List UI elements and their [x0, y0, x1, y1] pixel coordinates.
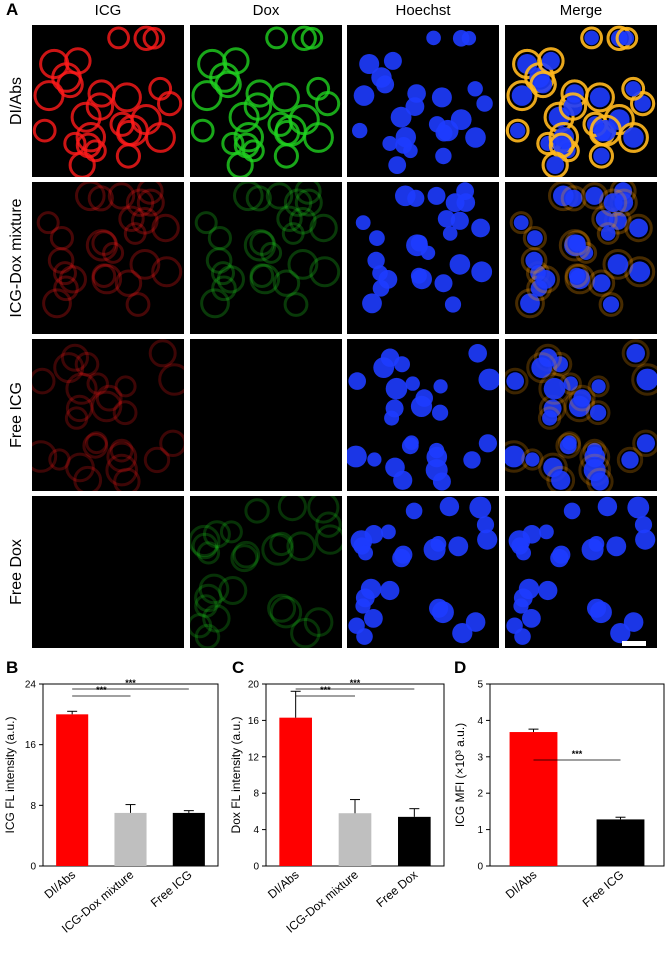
column-header-hoechst: Hoechst: [395, 2, 451, 19]
panel-c-label: C: [232, 658, 245, 677]
category-label: Free ICG: [580, 868, 627, 910]
bar: [509, 732, 558, 866]
y-tick-label: 16: [25, 740, 37, 751]
significance-label: ***: [320, 685, 331, 695]
micrograph-free-icg-icg: [32, 339, 184, 491]
column-header-icg: ICG: [94, 2, 122, 19]
micrograph-free-dox-dox: [190, 496, 342, 648]
y-tick-label: 0: [253, 862, 259, 873]
significance-label: ***: [572, 749, 583, 759]
y-tick-label: 5: [477, 680, 483, 691]
row-label-di-abs: DI/Abs: [8, 76, 25, 126]
micrograph-image: [32, 25, 183, 177]
y-axis-label: ICG FL intensity (a.u.): [3, 717, 17, 834]
scale-bar: [622, 641, 646, 646]
micrograph-image: [509, 182, 656, 319]
y-tick-label: 2: [477, 789, 483, 800]
y-tick-label: 8: [30, 801, 36, 812]
micrograph-free-dox-hoechst: [347, 496, 499, 648]
significance-label: ***: [96, 685, 107, 695]
micrograph-free-dox-merge: [505, 496, 657, 648]
micrograph-free-icg-merge: [505, 339, 657, 491]
micrograph-image: [36, 182, 183, 319]
micrograph-di-abs-dox: [190, 25, 342, 177]
y-tick-label: 3: [477, 752, 483, 763]
y-tick-label: 0: [477, 862, 483, 873]
micrograph-image: [190, 496, 342, 648]
category-label: DI/Abs: [265, 868, 302, 902]
micrograph-image: [190, 339, 342, 491]
row-label-free-dox: Free Dox: [8, 539, 25, 605]
bar: [56, 714, 89, 866]
y-tick-label: 4: [253, 825, 259, 836]
y-tick-label: 16: [248, 716, 260, 727]
plot-frame: [489, 683, 665, 867]
y-axis-label: ICG MFI (×10³ a.u.): [453, 723, 467, 827]
micrograph-image: [32, 496, 184, 648]
panel-a-label: A: [6, 0, 19, 19]
micrograph-free-dox-icg: [32, 496, 184, 648]
row-label-free-icg: Free ICG: [8, 382, 25, 448]
bar: [279, 717, 312, 866]
panel-b-label: B: [6, 658, 19, 677]
bar: [596, 819, 645, 866]
y-tick-label: 8: [253, 789, 259, 800]
micrograph-di-abs-icg: [32, 25, 184, 177]
significance-label: ***: [125, 678, 136, 688]
micrograph-image: [506, 496, 656, 645]
micrograph-free-icg-dox: [190, 339, 342, 491]
category-label: DI/Abs: [42, 868, 79, 902]
micrograph-di-abs-merge: [505, 25, 657, 177]
micrograph-image: [505, 339, 657, 491]
micrograph-icg-dox-mixture-hoechst: [347, 182, 499, 334]
y-tick-label: 20: [248, 680, 260, 691]
micrograph-icg-dox-mixture-merge: [505, 182, 657, 334]
column-header-merge: Merge: [559, 2, 603, 19]
bar: [114, 812, 147, 866]
bar: [338, 813, 372, 866]
micrograph-di-abs-hoechst: [347, 25, 499, 177]
category-label: Free ICG: [148, 868, 195, 910]
category-label: DI/Abs: [503, 868, 540, 902]
micrograph-image: [352, 30, 493, 175]
y-tick-label: 24: [25, 680, 37, 691]
row-label-icg-dox-mixture: ICG-Dox mixture: [8, 198, 25, 318]
panel-d-label: D: [454, 658, 467, 677]
y-tick-label: 4: [477, 716, 483, 727]
category-label: Free Dox: [373, 868, 420, 910]
y-tick-label: 12: [248, 752, 260, 763]
y-axis-label: Dox FL intensity (a.u.): [229, 717, 243, 834]
micrograph-free-icg-hoechst: [347, 339, 499, 491]
bar: [172, 812, 205, 866]
chart-icg-mfi: 0 1 2 3 4 5 ICG MFI (×10³ a.u.) DI/Abs Free ICG *…: [453, 680, 665, 910]
micrograph-image: [505, 25, 656, 177]
y-tick-label: 0: [30, 862, 36, 873]
micrograph-image: [190, 25, 341, 177]
micrograph-icg-dox-mixture-dox: [190, 182, 342, 334]
y-tick-label: 1: [477, 825, 483, 836]
column-header-dox: Dox: [252, 2, 280, 19]
micrograph-image: [355, 182, 493, 314]
micrograph-image: [347, 344, 499, 491]
micrograph-image: [32, 339, 184, 491]
micrograph-image: [348, 496, 498, 645]
micrograph-image: [194, 182, 341, 319]
micrograph-icg-dox-mixture-icg: [32, 182, 184, 334]
bar: [398, 816, 431, 866]
significance-label: ***: [350, 678, 361, 688]
